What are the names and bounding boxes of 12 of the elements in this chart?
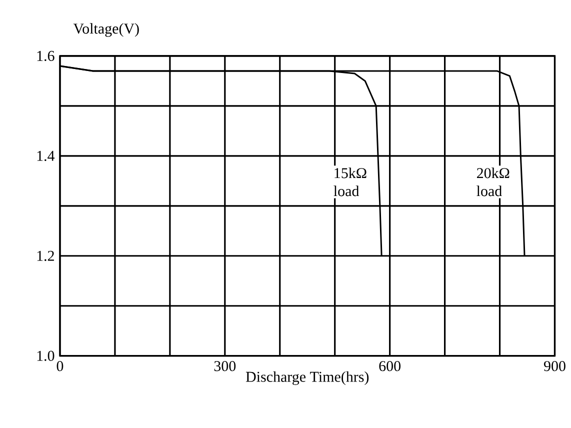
y-tick-label: 1.0 — [37, 350, 54, 362]
x-tick-label: 900 — [544, 361, 566, 372]
x-tick-label: 300 — [214, 361, 236, 372]
y-tick-label: 1.2 — [37, 250, 54, 262]
x-tick-label: 0 — [56, 361, 64, 372]
series-label: 20kΩ load — [476, 168, 510, 196]
y-tick-label: 1.4 — [37, 150, 55, 162]
x-tick-label: 600 — [379, 361, 400, 372]
y-axis-title: Voltage(V) — [73, 23, 139, 37]
y-tick-label: 1.6 — [37, 51, 54, 62]
x-axis-title: Discharge Time(hrs) — [246, 371, 369, 386]
series-label: 15kΩ load — [334, 168, 366, 196]
